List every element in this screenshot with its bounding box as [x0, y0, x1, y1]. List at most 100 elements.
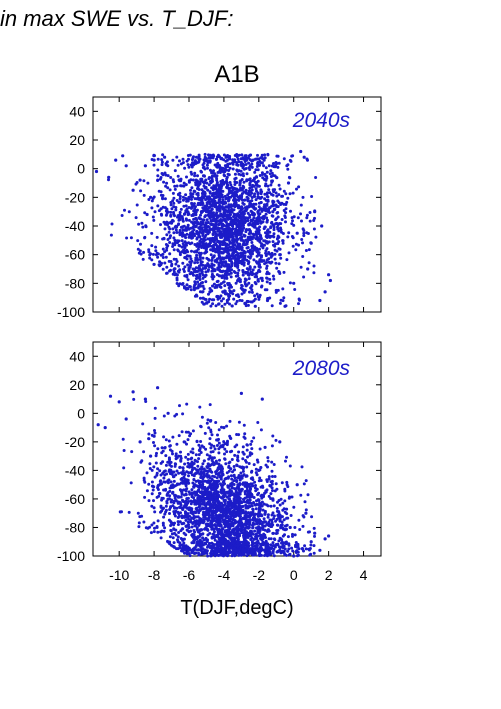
data-point [152, 530, 156, 534]
data-point [247, 255, 250, 259]
data-point [288, 158, 292, 162]
data-point [312, 544, 316, 548]
data-point [230, 264, 234, 268]
data-point [248, 252, 252, 256]
data-point [229, 514, 233, 518]
data-point [191, 512, 195, 516]
data-point [206, 507, 210, 511]
data-point [251, 183, 255, 187]
data-point [199, 213, 202, 217]
data-point [212, 282, 216, 286]
data-point [232, 204, 236, 208]
data-point [257, 498, 261, 502]
data-point [198, 504, 202, 508]
data-point [257, 506, 261, 510]
data-point [180, 250, 184, 254]
data-point [180, 430, 184, 434]
data-point [265, 216, 269, 220]
data-point [265, 258, 269, 262]
data-point [169, 480, 173, 484]
data-point [243, 492, 247, 496]
data-point [243, 280, 247, 284]
data-point [239, 230, 243, 234]
x-tick-label: 0 [290, 567, 298, 583]
data-point [176, 520, 180, 524]
data-point [252, 202, 256, 206]
y-tick-label: -80 [65, 519, 85, 535]
data-point [184, 455, 188, 459]
data-point [279, 256, 283, 260]
data-point [273, 207, 277, 211]
data-point [151, 252, 155, 256]
data-point [312, 264, 316, 268]
data-point [248, 158, 252, 162]
data-point [215, 469, 219, 473]
data-point [248, 183, 252, 187]
data-point [209, 484, 213, 488]
data-point [291, 191, 295, 195]
data-point [242, 538, 246, 541]
data-point [153, 431, 157, 435]
data-point [271, 193, 275, 197]
data-point [144, 526, 148, 530]
y-tick-label: 0 [77, 161, 85, 177]
data-point [250, 439, 254, 443]
data-point [168, 535, 172, 539]
data-point [237, 420, 241, 424]
data-point [136, 247, 140, 251]
data-point [148, 525, 152, 529]
data-point [141, 422, 145, 426]
data-point [284, 220, 287, 224]
data-point [228, 527, 232, 531]
data-point [243, 220, 247, 224]
data-point [295, 231, 299, 235]
data-point [163, 171, 167, 175]
data-point [202, 239, 206, 243]
data-point [227, 282, 231, 286]
data-point [253, 225, 256, 229]
data-point [262, 548, 266, 552]
data-point [205, 181, 209, 185]
data-point [242, 223, 245, 227]
data-point [183, 551, 186, 555]
data-point [186, 457, 190, 461]
data-point [258, 476, 262, 480]
data-point [186, 465, 190, 469]
data-point [197, 521, 201, 525]
data-point [192, 222, 196, 226]
data-point [230, 218, 234, 222]
data-point [232, 215, 235, 219]
data-point [211, 274, 215, 278]
data-point [207, 211, 211, 215]
data-point [165, 233, 169, 237]
data-point [198, 479, 202, 483]
data-point [294, 242, 298, 246]
data-point [210, 259, 214, 262]
data-point [229, 275, 233, 279]
data-point [272, 517, 276, 520]
data-point [143, 164, 147, 168]
data-point [202, 519, 206, 523]
data-point [208, 482, 212, 485]
data-point [267, 251, 271, 254]
data-point [274, 164, 278, 167]
data-point [219, 250, 223, 254]
data-point [176, 163, 180, 167]
data-point [323, 290, 327, 294]
data-point [258, 247, 261, 251]
data-point [246, 303, 250, 307]
data-point [226, 491, 230, 495]
data-point [142, 520, 146, 524]
data-point [246, 249, 250, 253]
data-point [198, 258, 202, 261]
data-point [226, 248, 230, 252]
data-point [279, 203, 283, 206]
data-point [240, 521, 244, 525]
data-point [162, 220, 166, 224]
data-point [290, 222, 294, 226]
data-point [302, 231, 306, 235]
data-point [201, 234, 205, 237]
data-point [189, 499, 193, 503]
y-tick-label: -100 [57, 304, 85, 320]
data-point [205, 549, 209, 553]
